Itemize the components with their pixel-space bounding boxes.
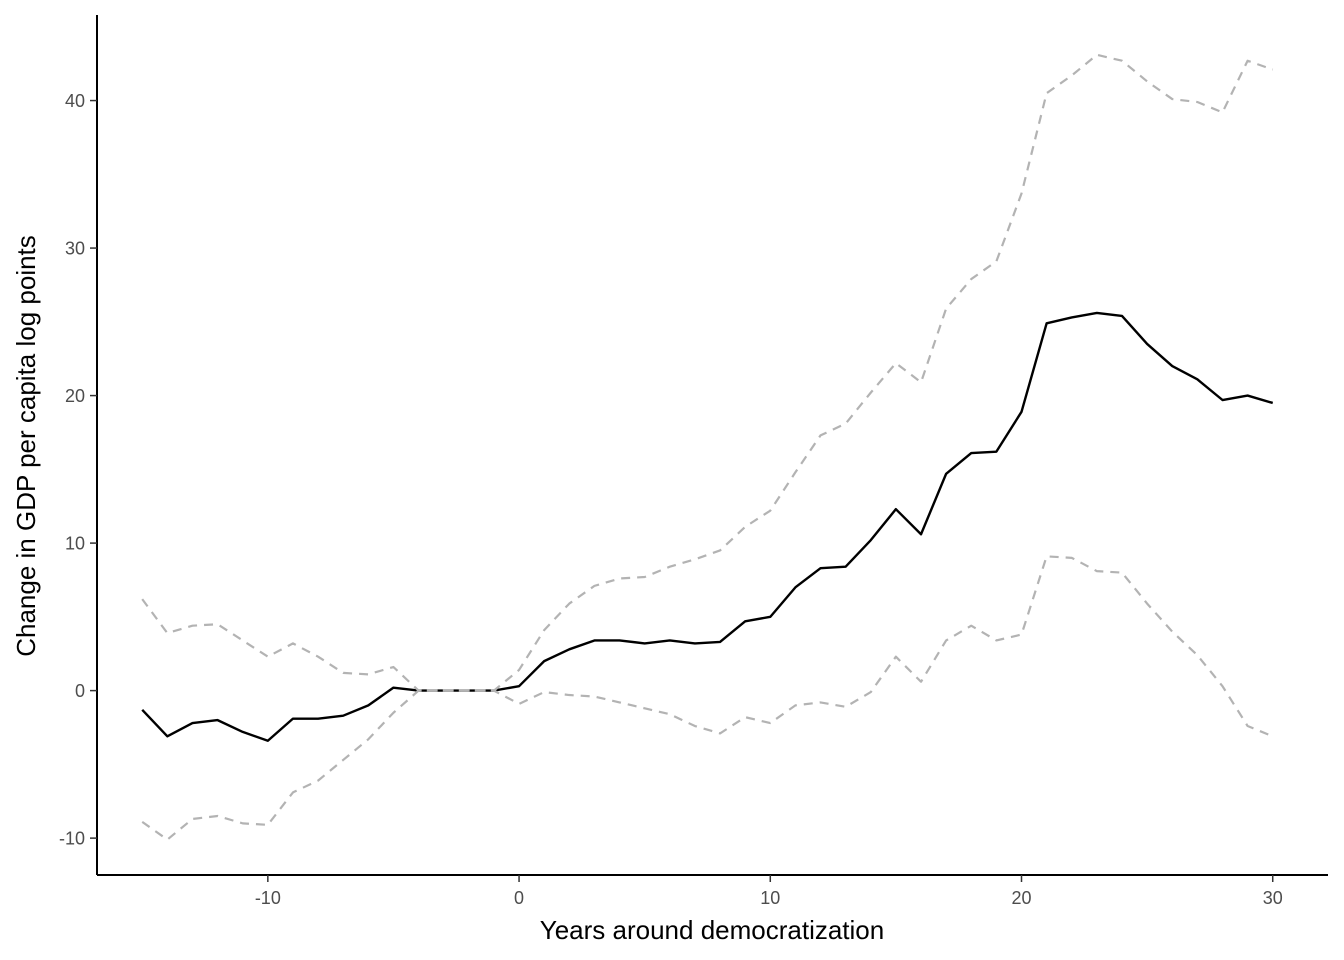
x-tick-label: 20 (1011, 888, 1031, 908)
series-line-estimate (141, 311, 1274, 742)
x-tick-label: 0 (514, 888, 524, 908)
y-tick-label: 20 (65, 386, 85, 406)
series-line-lower-ci (141, 555, 1274, 841)
x-tick-label: 30 (1263, 888, 1283, 908)
y-tick-label: 10 (65, 534, 85, 554)
series-line-upper-ci (141, 53, 1274, 692)
y-tick-label: 0 (75, 681, 85, 701)
y-axis-title: Change in GDP per capita log points (11, 235, 41, 657)
plot-area (141, 53, 1274, 841)
y-tick-label: -10 (59, 829, 85, 849)
x-axis-title: Years around democratization (540, 915, 884, 945)
x-tick-label: -10 (255, 888, 281, 908)
y-tick-label: 40 (65, 91, 85, 111)
x-tick-label: 10 (760, 888, 780, 908)
y-tick-label: 30 (65, 239, 85, 259)
axes: -10 0 10 20 30 40 -10 0 10 20 30 (59, 15, 1328, 908)
